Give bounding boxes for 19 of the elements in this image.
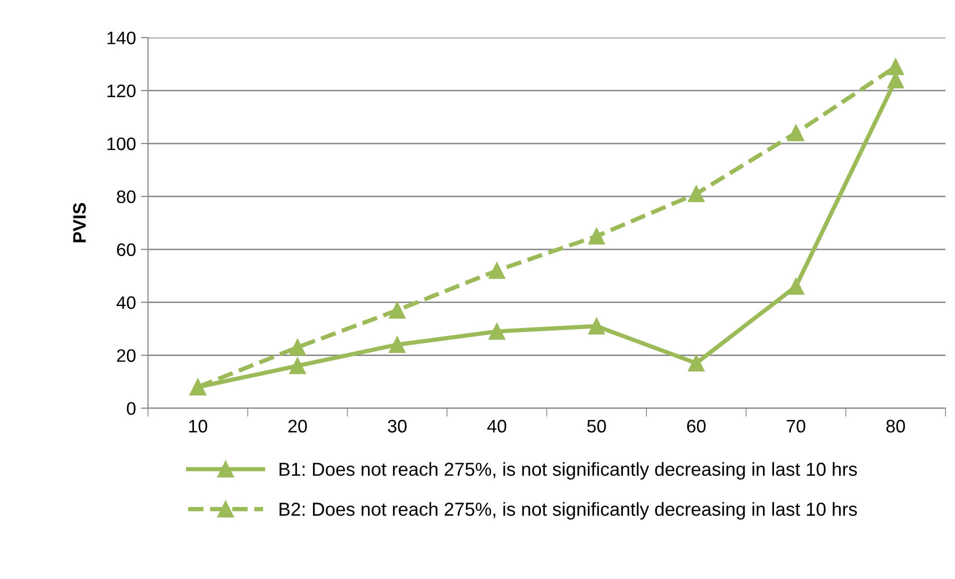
y-tick-label: 20 bbox=[117, 349, 136, 362]
y-tick-label: 120 bbox=[107, 84, 136, 98]
legend-label: B1: Does not reach 275%, is not significantly decreasing in last 10 hrs bbox=[280, 462, 857, 480]
x-tick-label: 30 bbox=[388, 420, 407, 433]
x-tick-label: 70 bbox=[786, 420, 806, 433]
y-tick-label: 60 bbox=[117, 243, 136, 256]
y-tick-label: 80 bbox=[116, 190, 136, 204]
x-tick-label: 50 bbox=[587, 420, 606, 433]
x-tick-label: 10 bbox=[189, 420, 208, 433]
y-tick-label: 100 bbox=[107, 137, 136, 150]
x-tick-label: 40 bbox=[487, 420, 506, 433]
legend-label: B2: Does not reach 275%, is not significantly decreasing in last 10 hrs bbox=[280, 502, 857, 520]
x-tick-label: 80 bbox=[886, 420, 905, 433]
y-axis-title: PVIS bbox=[73, 203, 86, 242]
x-tick-label: 20 bbox=[288, 420, 307, 433]
y-tick-label: 40 bbox=[116, 296, 136, 310]
y-tick-label: 140 bbox=[107, 32, 136, 44]
y-tick-label: 0 bbox=[126, 402, 136, 415]
x-tick-label: 60 bbox=[687, 420, 706, 433]
